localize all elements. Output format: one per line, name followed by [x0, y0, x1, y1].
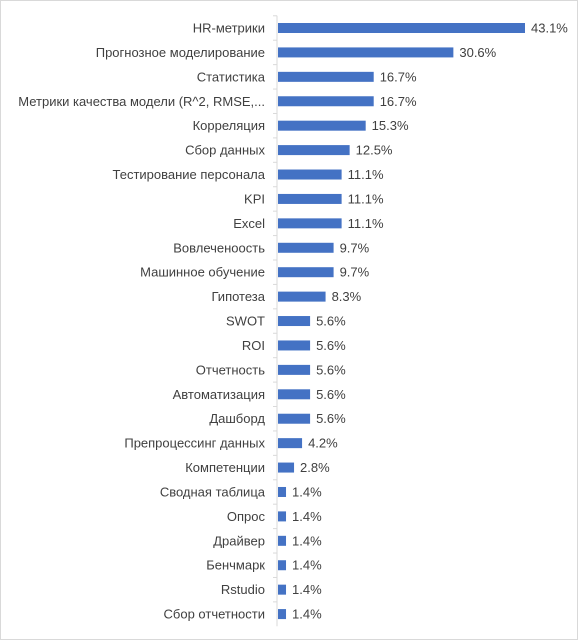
data-label: 15.3% — [372, 118, 409, 133]
category-label: Компетенции — [185, 460, 265, 475]
category-label: HR-метрики — [193, 21, 265, 36]
data-label: 8.3% — [332, 289, 362, 304]
data-label: 5.6% — [316, 411, 346, 426]
data-label: 2.8% — [300, 460, 330, 475]
category-label: Препроцессинг данных — [124, 436, 265, 451]
category-label: Бенчмарк — [206, 558, 265, 573]
category-label: Вовлеченоость — [173, 240, 265, 255]
category-label: Автоматизация — [173, 387, 265, 402]
category-label: Rstudio — [221, 582, 265, 597]
category-label: Метрики качества модели (R^2, RMSE,... — [18, 94, 265, 109]
data-label: 1.4% — [292, 533, 322, 548]
data-label: 1.4% — [292, 582, 322, 597]
bar — [278, 267, 334, 278]
data-label: 5.6% — [316, 338, 346, 353]
category-label: Тестирование персонала — [113, 167, 266, 182]
bar — [278, 96, 374, 107]
bar — [278, 389, 311, 400]
data-label: 5.6% — [316, 314, 346, 329]
bar — [278, 193, 342, 204]
category-label: Гипотеза — [212, 289, 266, 304]
bar — [278, 584, 287, 595]
data-label: 30.6% — [459, 45, 496, 60]
category-label: KPI — [244, 191, 265, 206]
data-label: 16.7% — [380, 69, 417, 84]
data-label: 5.6% — [316, 387, 346, 402]
bar — [278, 438, 303, 449]
bar — [278, 218, 342, 229]
bar — [278, 316, 311, 327]
data-label: 5.6% — [316, 362, 346, 377]
category-label: Машинное обучение — [140, 265, 265, 280]
data-label: 1.4% — [292, 509, 322, 524]
bar — [278, 535, 287, 546]
data-label: 9.7% — [340, 240, 370, 255]
bar — [278, 511, 287, 522]
data-label: 1.4% — [292, 607, 322, 622]
bar — [278, 47, 454, 58]
bar — [278, 609, 287, 620]
bar — [278, 340, 311, 351]
bar — [278, 560, 287, 571]
category-label: Опрос — [227, 509, 266, 524]
category-label: SWOT — [226, 314, 265, 329]
bar — [278, 486, 287, 497]
data-label: 16.7% — [380, 94, 417, 109]
bar — [278, 169, 342, 180]
data-label: 11.1% — [348, 191, 384, 206]
bar — [278, 23, 525, 33]
category-label: Excel — [233, 216, 265, 231]
bar — [278, 462, 295, 473]
data-label: 11.1% — [348, 216, 384, 231]
category-label: Драйвер — [213, 533, 265, 548]
data-label: 12.5% — [356, 143, 393, 158]
category-label: Статистика — [197, 69, 266, 84]
data-label: 1.4% — [292, 484, 322, 499]
bar — [278, 71, 374, 82]
category-label: Прогнозное моделирование — [96, 45, 265, 60]
category-label: Сбор данных — [185, 143, 265, 158]
category-label: Сводная таблица — [160, 484, 266, 499]
bar — [278, 120, 366, 131]
bar — [278, 291, 326, 302]
data-label: 1.4% — [292, 558, 322, 573]
category-label: ROI — [242, 338, 265, 353]
bar — [278, 145, 350, 156]
bar — [278, 413, 311, 424]
data-label: 9.7% — [340, 265, 370, 280]
category-label: Дашборд — [209, 411, 265, 426]
data-label: 4.2% — [308, 436, 338, 451]
bar — [278, 364, 311, 375]
category-label: Корреляция — [193, 118, 265, 133]
data-label: 43.1% — [531, 21, 568, 36]
bar — [278, 242, 334, 253]
category-label: Сбор отчетности — [164, 607, 265, 622]
data-label: 11.1% — [348, 167, 384, 182]
category-label: Отчетность — [196, 362, 265, 377]
